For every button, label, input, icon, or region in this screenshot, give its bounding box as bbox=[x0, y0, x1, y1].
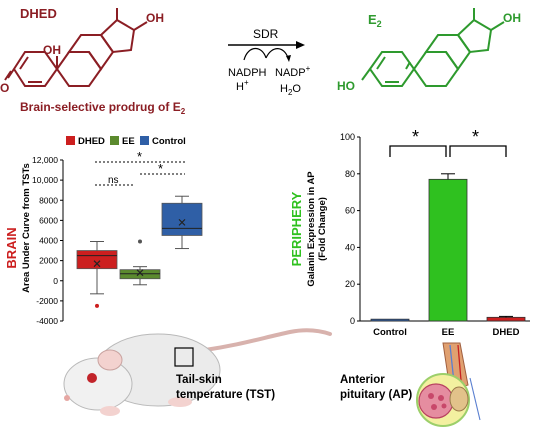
rat-head bbox=[63, 357, 133, 411]
bar-control-category-label: Control bbox=[373, 327, 407, 338]
box-plot-marks bbox=[76, 195, 203, 308]
periphery-sig-star-1: * bbox=[412, 127, 419, 147]
box-dhed-box bbox=[76, 250, 118, 270]
bar-chart-y-ticks: 0 20 40 60 80 100 bbox=[340, 132, 360, 326]
brain-y-axis-title: Area Under Curve from TSTs bbox=[21, 163, 32, 293]
rat-nose bbox=[64, 395, 70, 401]
rat-front-paw bbox=[100, 406, 120, 416]
bar-control bbox=[370, 318, 410, 322]
box-plot-y-ticks: -4000 -2000 0 2000 4000 6000 8000 10,000 12,000 bbox=[32, 155, 63, 326]
box-y-tick-label: -2000 bbox=[36, 296, 58, 306]
reactant-name: DHED bbox=[20, 6, 57, 21]
bar-y-tick-label: 0 bbox=[350, 316, 355, 326]
bar-dhed-category-label: DHED bbox=[493, 327, 520, 338]
box-y-tick-label: 12,000 bbox=[32, 155, 58, 165]
box-control-box bbox=[161, 202, 203, 236]
bar-chart-marks: Control EE DHED bbox=[370, 173, 526, 338]
periphery-panel: PERIPHERY Galanin Expression in AP (Fold… bbox=[289, 127, 530, 338]
legend-swatch-control bbox=[140, 136, 149, 145]
bar-y-tick-label: 100 bbox=[340, 132, 355, 142]
pituitary-label-1: Anterior bbox=[340, 374, 385, 386]
reactant-oh-17: OH bbox=[146, 11, 164, 25]
cofactor-nadph: NADPH bbox=[228, 67, 267, 79]
box-y-tick-label: -4000 bbox=[36, 316, 58, 326]
pituitary-anterior-lobe bbox=[418, 383, 454, 419]
rat-eye bbox=[87, 373, 97, 383]
pituitary-label-2: pituitary (AP) bbox=[340, 389, 412, 401]
rat-illustration: Tail-skin temperature (TST) bbox=[63, 328, 332, 416]
bar-y-tick-label: 80 bbox=[345, 169, 355, 179]
box-ee-outlier bbox=[138, 239, 142, 244]
reaction-arrow bbox=[228, 41, 305, 62]
legend: DHED EE Control bbox=[66, 136, 186, 147]
box-ee-mean-marker bbox=[136, 269, 144, 277]
rat-label-2: temperature (TST) bbox=[176, 389, 275, 401]
prodrug-caption: Brain-selective prodrug of E2 bbox=[20, 100, 186, 116]
periphery-y-axis-title: Galanin Expression in AP bbox=[306, 171, 317, 287]
enzyme-label: SDR bbox=[253, 27, 279, 41]
box-y-tick-label: 4000 bbox=[39, 236, 58, 246]
brain-region-label: BRAIN bbox=[4, 227, 19, 268]
cofactor-proton: H+ bbox=[236, 78, 249, 93]
box-y-tick-label: 2000 bbox=[39, 256, 58, 266]
reaction-scheme: DHED OH OH O Brain-selective prodrug of … bbox=[0, 6, 521, 116]
rat-hind-paw bbox=[168, 397, 192, 407]
product-oh: OH bbox=[503, 11, 521, 25]
bar-y-tick-label: 60 bbox=[345, 206, 355, 216]
periphery-sig-star-2: * bbox=[472, 127, 479, 147]
tst-marker-box bbox=[174, 347, 194, 367]
product-ho: HO bbox=[337, 79, 355, 93]
bar-y-tick-label: 40 bbox=[345, 242, 355, 252]
bar-ee bbox=[428, 178, 468, 322]
product-name: E2 bbox=[368, 12, 382, 29]
brain-sig-star-2: * bbox=[158, 161, 163, 176]
brain-sig-ns: ns bbox=[108, 175, 119, 186]
brain-sig-star-1: * bbox=[137, 149, 142, 164]
periphery-region-label: PERIPHERY bbox=[289, 191, 304, 266]
dhed-structure bbox=[4, 8, 148, 87]
box-y-tick-label: 10,000 bbox=[32, 175, 58, 185]
box-y-tick-label: 0 bbox=[53, 276, 58, 286]
bar-ee-category-label: EE bbox=[442, 327, 455, 338]
legend-label-dhed: DHED bbox=[78, 136, 105, 147]
legend-label-control: Control bbox=[152, 136, 186, 147]
cofactor-water: H2O bbox=[280, 83, 301, 97]
rat-label-1: Tail-skin bbox=[176, 374, 222, 386]
brain-significance bbox=[95, 161, 185, 186]
box-y-tick-label: 8000 bbox=[39, 195, 58, 205]
box-y-tick-label: 6000 bbox=[39, 215, 58, 225]
periphery-y-axis-title-2: (Fold Change) bbox=[317, 197, 328, 261]
cofactor-nadp: NADP+ bbox=[275, 64, 311, 79]
box-dhed-outlier bbox=[95, 303, 99, 308]
box-dhed-mean-marker bbox=[93, 260, 101, 268]
rat-ear bbox=[97, 349, 123, 371]
reactant-ketone-o: O bbox=[0, 81, 9, 95]
legend-swatch-ee bbox=[110, 136, 119, 145]
legend-swatch-dhed bbox=[66, 136, 75, 145]
periphery-significance bbox=[389, 145, 507, 157]
e2-structure bbox=[361, 8, 505, 87]
pituitary-posterior-lobe bbox=[449, 386, 469, 412]
reactant-oh-10: OH bbox=[43, 43, 61, 57]
legend-label-ee: EE bbox=[122, 136, 135, 147]
rat-tail bbox=[203, 328, 332, 352]
bar-dhed bbox=[486, 316, 526, 322]
bar-y-tick-label: 20 bbox=[345, 279, 355, 289]
pituitary-illustration: Anterior pituitary (AP) bbox=[340, 342, 481, 427]
box-ee-box bbox=[119, 269, 161, 280]
brain-panel: BRAIN Area Under Curve from TSTs -4000 -2… bbox=[4, 136, 203, 326]
box-control-mean-marker bbox=[178, 218, 186, 226]
